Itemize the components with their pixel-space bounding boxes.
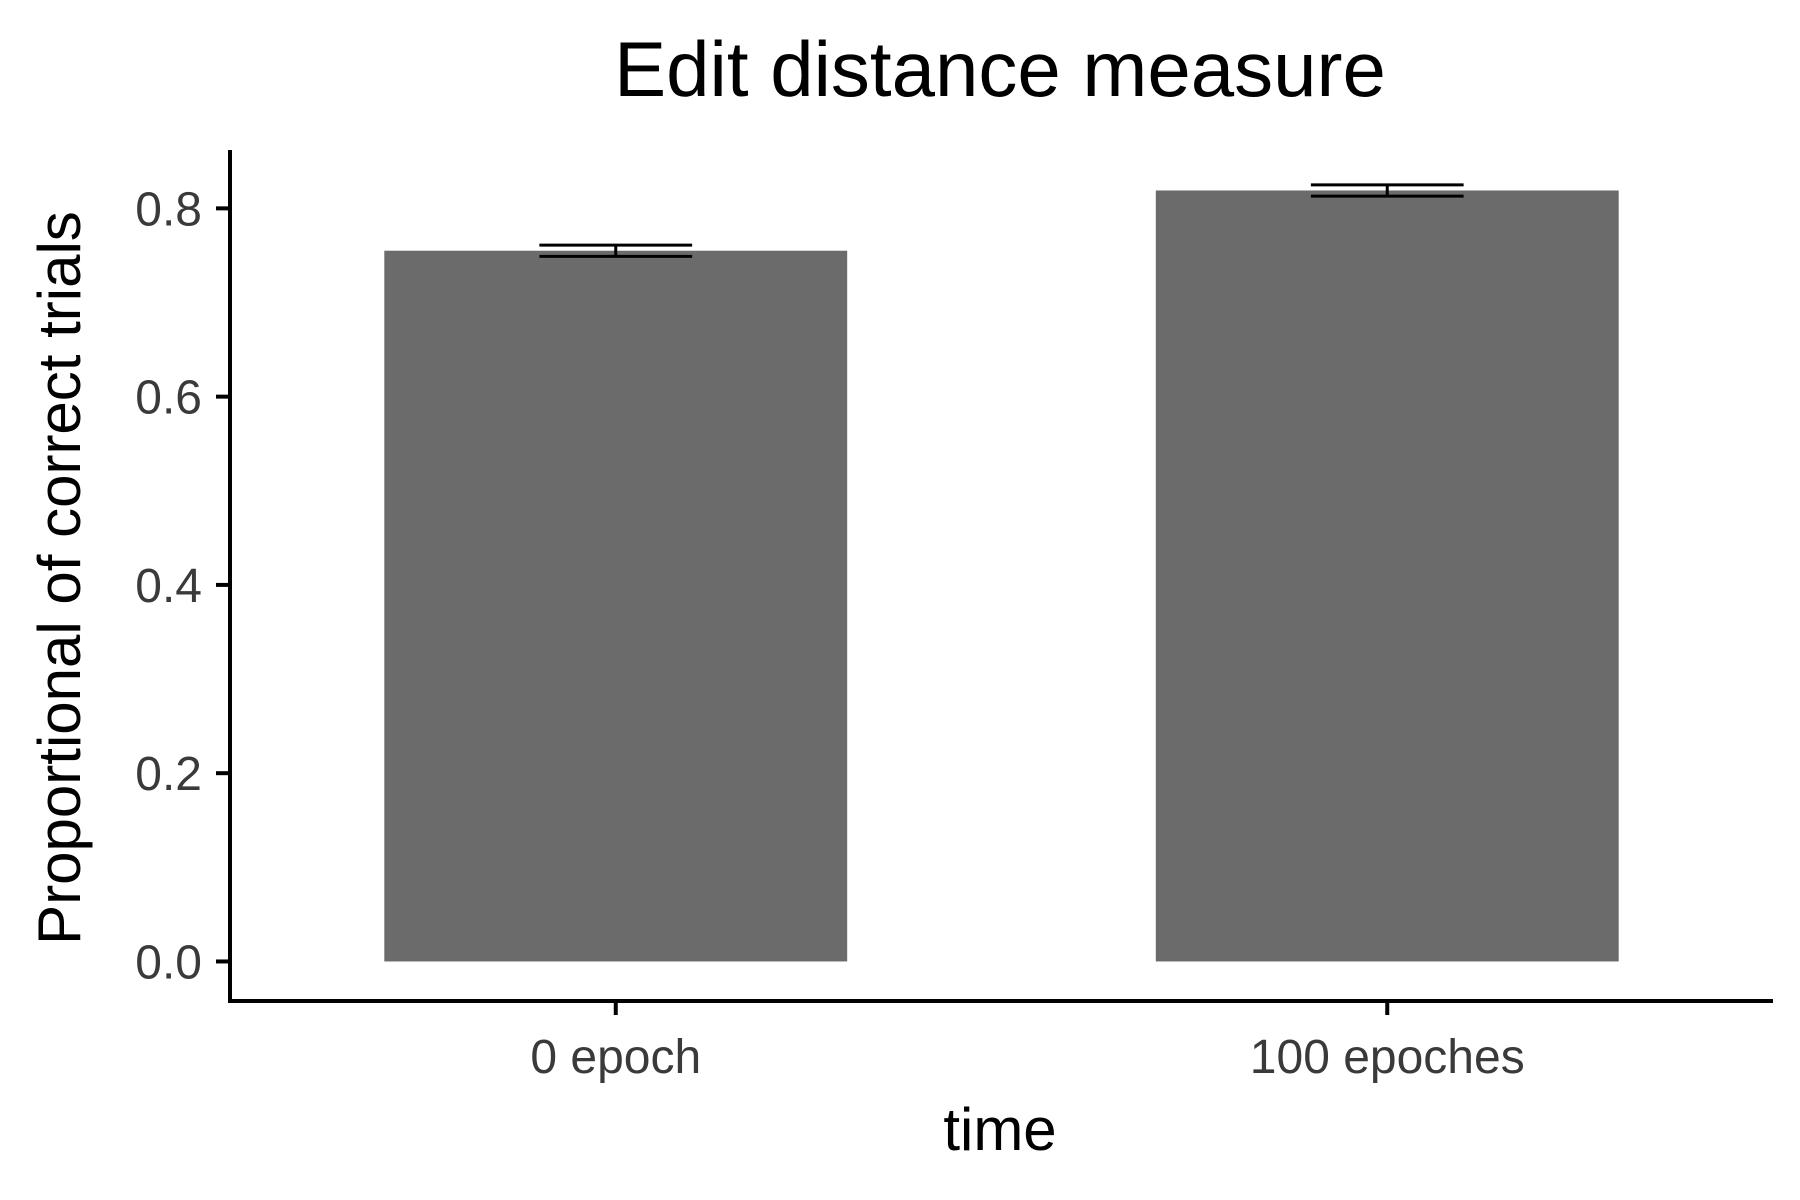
bar-2 bbox=[1155, 190, 1619, 962]
x-tick-label-1: 0 epoch bbox=[530, 1031, 701, 1084]
y-axis-ticks: 0.0 0.2 0.4 0.6 0.8 bbox=[135, 183, 230, 989]
bar-1 bbox=[384, 250, 848, 962]
chart-title: Edit distance measure bbox=[614, 25, 1386, 113]
y-tick-label-3: 0.4 bbox=[135, 560, 202, 613]
error-bars-group bbox=[539, 183, 1464, 258]
x-axis-ticks: 0 epoch 100 epoches bbox=[530, 1001, 1525, 1084]
x-axis-title: time bbox=[943, 1096, 1056, 1163]
y-tick-label-5: 0.8 bbox=[135, 183, 202, 236]
y-tick-label-2: 0.2 bbox=[135, 748, 202, 801]
y-tick-label-4: 0.6 bbox=[135, 372, 202, 425]
y-axis-title: Proportional of correct trials bbox=[26, 211, 93, 945]
y-tick-label-1: 0.0 bbox=[135, 936, 202, 989]
bars-group bbox=[384, 190, 1619, 962]
x-tick-label-2: 100 epoches bbox=[1250, 1031, 1525, 1084]
